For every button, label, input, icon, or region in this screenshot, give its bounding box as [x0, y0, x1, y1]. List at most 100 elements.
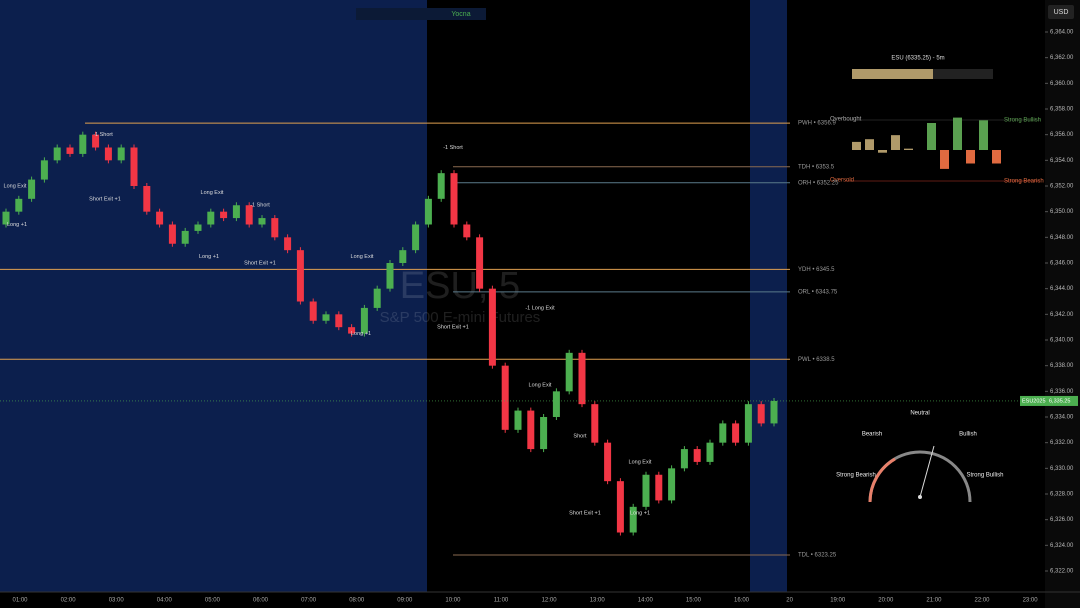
y-tick-label: 6,334.00	[1050, 415, 1074, 421]
candle	[450, 173, 458, 225]
gauge-needle	[919, 445, 935, 498]
candle	[591, 404, 599, 443]
candle	[770, 400, 778, 424]
candle	[79, 134, 87, 154]
candle	[194, 224, 202, 231]
signal-label: Long +1	[7, 222, 27, 228]
candle	[207, 211, 215, 225]
x-tick-label: 14:00	[638, 598, 654, 604]
x-tick-label: 09:00	[397, 598, 413, 604]
x-tick-label: 11:00	[494, 598, 509, 604]
signal-label: Long +1	[630, 511, 650, 517]
gauge-arc-bear	[868, 457, 896, 503]
y-tick-label: 6,336.00	[1050, 389, 1074, 395]
x-tick-label: 02:00	[61, 598, 77, 604]
candle	[284, 237, 292, 251]
y-tick-label: 6,346.00	[1050, 261, 1074, 267]
session-bg	[0, 0, 427, 592]
signal-label: Long Exit	[629, 459, 652, 465]
gauge-hub	[918, 495, 922, 499]
gauge-strong-bullish: Strong Bullish	[966, 473, 1003, 479]
progress-fill	[852, 69, 933, 79]
candle	[757, 404, 765, 424]
signal-label: Long Exit	[529, 382, 552, 388]
candle	[258, 218, 266, 225]
candle	[220, 211, 228, 219]
x-tick-label: 05:00	[205, 598, 221, 604]
x-tick-label: 01:00	[12, 598, 28, 604]
panel-bar	[865, 139, 874, 150]
candle	[232, 205, 240, 219]
signal-label: -1 Long Exit	[525, 305, 555, 311]
candle	[693, 449, 701, 462]
signal-label: Long Exit	[351, 254, 374, 260]
candle	[680, 449, 688, 469]
candle	[360, 307, 368, 334]
y-tick-label: 6,360.00	[1050, 81, 1074, 87]
panel-bar	[979, 120, 988, 150]
x-tick-label: 20	[786, 598, 793, 604]
x-tick-label: 19:00	[830, 598, 846, 604]
session-bg	[750, 0, 787, 592]
signal-label: -1 Short	[93, 132, 113, 138]
gauge-neutral: Neutral	[910, 411, 929, 417]
y-tick-label: 6,322.00	[1050, 569, 1074, 575]
y-tick-label: 6,338.00	[1050, 363, 1074, 369]
x-tick-label: 07:00	[301, 598, 317, 604]
candle	[92, 134, 100, 148]
candle	[399, 250, 407, 263]
y-tick-label: 6,344.00	[1050, 286, 1074, 292]
signal-label: Long Exit	[201, 190, 224, 196]
x-tick-label: 12:00	[542, 598, 558, 604]
gauge-bearish: Bearish	[862, 432, 882, 438]
y-tick-label: 6,358.00	[1050, 107, 1074, 113]
strong-bearish-label: Strong Bearish	[1004, 179, 1044, 185]
candle	[412, 224, 420, 251]
candle	[53, 147, 61, 161]
badge: Yocna	[451, 11, 470, 18]
y-tick-label: 6,324.00	[1050, 543, 1074, 549]
candle	[488, 288, 496, 366]
y-tick-label: 6,330.00	[1050, 466, 1074, 472]
panel-title: ESU (6335.25) - 5m	[891, 56, 944, 62]
panel-bar	[940, 150, 949, 169]
strong-bullish-label: Strong Bullish	[1004, 118, 1041, 124]
candle	[40, 160, 48, 180]
candle	[655, 474, 663, 501]
panel-bar	[927, 123, 936, 150]
y-tick-label: 6,364.00	[1050, 30, 1074, 36]
y-tick-label: 6,362.00	[1050, 55, 1074, 61]
candle	[143, 186, 151, 212]
currency[interactable]: USD	[1054, 9, 1069, 16]
signal-label: -1 Short	[443, 145, 463, 151]
x-tick-label: 21:00	[926, 598, 942, 604]
panel-bar	[852, 141, 861, 150]
level-label: TDL • 6323.25	[798, 553, 837, 559]
candle	[719, 423, 727, 443]
candle	[15, 198, 23, 212]
y-tick-label: 6,342.00	[1050, 312, 1074, 318]
watermark-name: S&P 500 E-mini Futures	[380, 309, 541, 326]
y-tick-label: 6,340.00	[1050, 338, 1074, 344]
candle	[616, 481, 624, 533]
candle	[463, 224, 471, 238]
candle	[642, 474, 650, 507]
signal-label: Short Exit +1	[89, 196, 121, 202]
oversold-label: Oversold	[830, 178, 854, 184]
candle	[540, 417, 548, 450]
candle	[476, 237, 484, 289]
last-symbol: ESU2025	[1022, 398, 1046, 404]
y-tick-label: 6,356.00	[1050, 132, 1074, 138]
level-label: ORH • 6352.25	[798, 180, 839, 186]
candle	[604, 442, 612, 482]
x-tick-label: 10:00	[445, 598, 461, 604]
signal-label: Long Exit	[4, 183, 27, 189]
candle	[373, 288, 381, 308]
currency-box[interactable]	[1048, 5, 1074, 19]
level-label: ORL • 6343.75	[798, 289, 838, 295]
candle	[168, 224, 176, 244]
candle	[552, 391, 560, 417]
panel-bar	[966, 150, 975, 164]
x-tick-label: 13:00	[590, 598, 606, 604]
